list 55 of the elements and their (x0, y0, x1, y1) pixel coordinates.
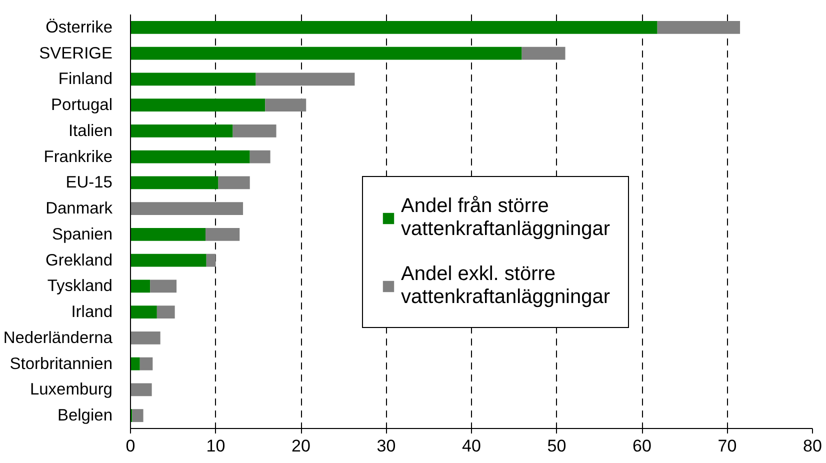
y-tick-label: Italien (68, 122, 112, 140)
bar (156, 306, 175, 319)
x-tick-label: 80 (803, 436, 822, 456)
bar (130, 331, 160, 344)
x-tick-label: 10 (206, 436, 226, 456)
y-tick-label: Luxemburg (30, 380, 113, 399)
y-tick-label: Portugal (51, 96, 113, 114)
bar (130, 202, 244, 216)
bar (130, 280, 150, 293)
bar (130, 228, 206, 241)
y-tick-label: Finland (58, 70, 113, 88)
bar (265, 98, 306, 112)
y-tick-label: Grekland (46, 251, 112, 270)
y-tick-label: EU-15 (66, 174, 113, 192)
bar (130, 124, 233, 138)
bar (250, 150, 270, 164)
x-tick-label: 0 (126, 436, 136, 456)
bar (130, 383, 152, 396)
y-tick-label: Danmark (46, 200, 114, 218)
y-tick-label: Nederländerna (3, 328, 114, 347)
bar (130, 176, 218, 190)
x-tick-label: 30 (376, 436, 396, 456)
y-tick-label: SVERIGE (39, 44, 113, 62)
bar (130, 20, 658, 34)
bar (130, 150, 250, 164)
bar (130, 306, 157, 319)
bar (206, 228, 240, 241)
x-tick-label: 40 (462, 436, 481, 456)
bar (218, 176, 250, 190)
bar (232, 124, 276, 138)
x-tick-label: 70 (718, 436, 737, 456)
legend-label: Andel från större vattenkraftanläggningar (401, 195, 610, 241)
bar (256, 72, 355, 86)
bar (140, 357, 153, 370)
y-tick-label: Belgien (57, 406, 113, 425)
bar (130, 254, 206, 267)
bar (657, 20, 740, 34)
x-tick-label: 20 (292, 436, 310, 456)
bar (206, 254, 216, 267)
x-tick-label: 50 (547, 436, 566, 456)
bar (130, 72, 256, 86)
bar (130, 46, 522, 60)
y-tick-label: Spanien (52, 225, 113, 244)
bar (130, 98, 266, 112)
bar (130, 357, 140, 370)
y-tick-label: Irland (71, 303, 113, 322)
y-tick-label: Storbritannien (10, 354, 113, 373)
y-tick-label: Österrike (46, 18, 113, 36)
legend-label: Andel exkl. större vattenkraftanläggningar (401, 263, 610, 309)
bar (132, 409, 144, 422)
bar (522, 46, 566, 60)
x-tick-label: 60 (632, 436, 652, 456)
bar (150, 280, 177, 293)
y-tick-label: Tyskland (47, 277, 113, 296)
y-tick-label: Frankrike (44, 148, 112, 166)
